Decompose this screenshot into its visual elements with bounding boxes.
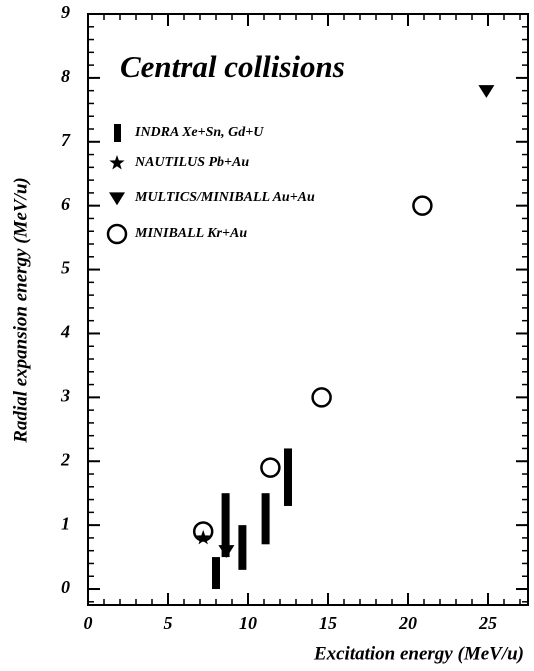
range-bar — [238, 525, 247, 570]
x-tick-label: 25 — [478, 613, 497, 633]
legend-label: INDRA Xe+Sn, Gd+U — [134, 125, 264, 140]
y-tick-label: 4 — [60, 322, 70, 342]
y-tick-label: 9 — [61, 2, 70, 22]
plot-frame — [87, 13, 529, 606]
range-bar — [261, 493, 270, 545]
legend-marker — [109, 192, 125, 206]
data-point — [260, 457, 281, 478]
range-bar — [212, 557, 220, 590]
x-tick-label: 20 — [398, 613, 417, 633]
data-point — [192, 521, 214, 542]
y-tick-label: 1 — [61, 513, 70, 533]
x-tick-label: 15 — [319, 613, 337, 633]
data-point — [311, 387, 332, 408]
data-point — [195, 529, 211, 545]
y-axis-label: Radial expansion energy (MeV/u) — [10, 177, 31, 443]
legend-label: MULTICS/MINIBALL Au+Au — [134, 190, 315, 205]
data-point — [478, 85, 495, 98]
x-axis-label: Excitation energy (MeV/u) — [313, 643, 524, 664]
y-tick-label: 2 — [60, 449, 70, 469]
legend-marker — [109, 155, 125, 170]
y-tick-label: 5 — [61, 258, 70, 278]
y-tick-label: 3 — [60, 385, 70, 405]
y-tick-label: 8 — [61, 66, 70, 86]
legend-label: MINIBALL Kr+Au — [134, 226, 247, 241]
legend-marker — [106, 223, 128, 245]
range-bar — [284, 448, 292, 506]
data-point — [412, 195, 433, 216]
x-tick-label: 10 — [239, 613, 257, 633]
chart-title: Central collisions — [120, 49, 345, 84]
y-tick-label: 7 — [61, 130, 71, 150]
y-tick-label: 6 — [61, 194, 70, 214]
legend-marker — [114, 124, 121, 142]
x-tick-label: 5 — [164, 613, 173, 633]
y-tick-label: 0 — [61, 577, 70, 597]
legend-label: NAUTILUS Pb+Au — [134, 155, 249, 170]
x-tick-label: 0 — [84, 613, 93, 633]
range-bar — [221, 493, 230, 558]
data-point — [218, 545, 235, 558]
